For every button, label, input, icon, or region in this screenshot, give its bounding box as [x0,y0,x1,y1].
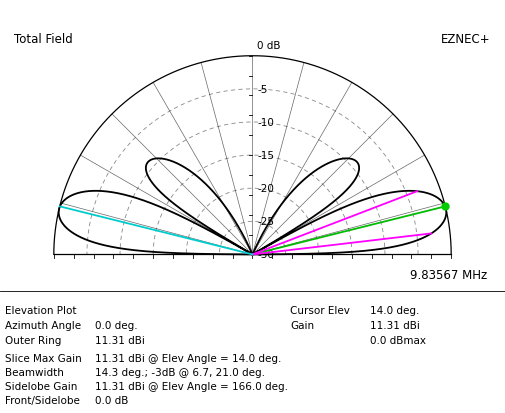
Text: Cursor Elev: Cursor Elev [290,305,350,315]
Text: Front/Sidelobe: Front/Sidelobe [5,395,80,405]
Text: 11.31 dBi: 11.31 dBi [95,335,145,345]
Text: Beamwidth: Beamwidth [5,367,64,377]
Text: Total Field: Total Field [14,33,73,46]
Text: Gain: Gain [290,320,314,330]
Text: Elevation Plot: Elevation Plot [5,305,76,315]
Text: -25: -25 [258,217,274,227]
Text: 14.0 deg.: 14.0 deg. [370,305,419,315]
Text: -5: -5 [258,85,268,95]
Text: -10: -10 [258,118,274,128]
Text: 11.31 dBi @ Elev Angle = 166.0 deg.: 11.31 dBi @ Elev Angle = 166.0 deg. [95,381,288,391]
Text: 11.31 dBi: 11.31 dBi [370,320,420,330]
Text: EZNEC+: EZNEC+ [441,33,491,46]
Text: Sidelobe Gain: Sidelobe Gain [5,381,77,391]
Text: -30: -30 [258,250,274,260]
Text: 0.0 dB: 0.0 dB [95,395,128,405]
Text: Slice Max Gain: Slice Max Gain [5,353,82,363]
Text: Outer Ring: Outer Ring [5,335,62,345]
Text: 0 dB: 0 dB [258,40,281,51]
Text: -15: -15 [258,151,274,161]
Text: 9.83567 MHz: 9.83567 MHz [410,269,487,282]
Text: Azimuth Angle: Azimuth Angle [5,320,81,330]
Text: 0.0 dBmax: 0.0 dBmax [370,335,426,345]
Text: 11.31 dBi @ Elev Angle = 14.0 deg.: 11.31 dBi @ Elev Angle = 14.0 deg. [95,353,281,363]
Text: 14.3 deg.; -3dB @ 6.7, 21.0 deg.: 14.3 deg.; -3dB @ 6.7, 21.0 deg. [95,367,265,377]
Text: 0.0 deg.: 0.0 deg. [95,320,138,330]
Text: -20: -20 [258,184,274,194]
